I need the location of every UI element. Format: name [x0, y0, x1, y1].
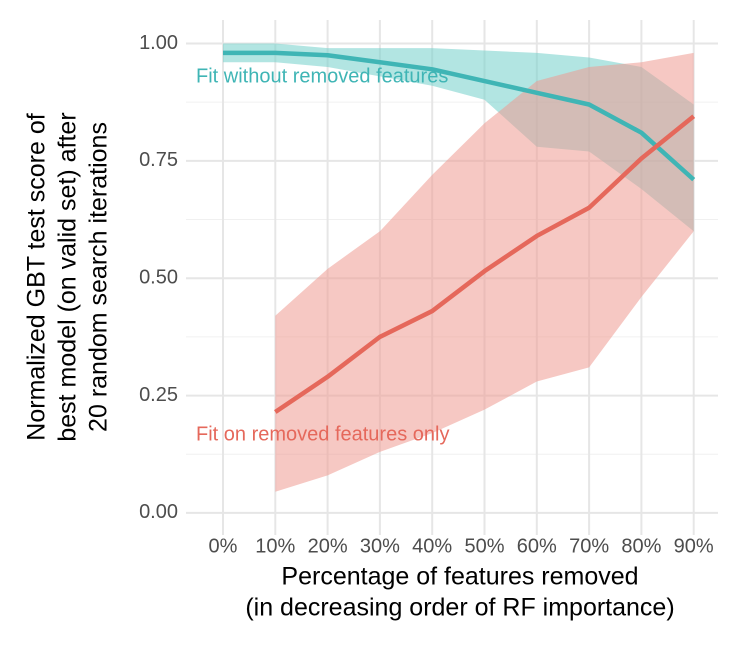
y-tick-label: 0.25 [139, 384, 178, 406]
x-tick-label: 50% [464, 535, 504, 557]
y-axis-title: Normalized GBT test score of [23, 113, 51, 440]
y-tick-label: 0.00 [139, 501, 178, 523]
x-axis-title: Percentage of features removed [281, 563, 638, 591]
x-axis-title: (in decreasing order of RF importance) [245, 594, 674, 622]
x-tick-label: 30% [360, 535, 400, 557]
x-tick-label: 70% [569, 535, 609, 557]
x-tick-label: 80% [621, 535, 661, 557]
y-axis-title: best model (on valid set) after [54, 112, 82, 441]
x-tick-label: 20% [308, 535, 348, 557]
series-label: Fit without removed features [196, 65, 448, 87]
y-axis-title: 20 random search iterations [85, 122, 113, 432]
x-tick-label: 0% [209, 535, 238, 557]
line [223, 50, 696, 182]
x-tick-label: 90% [674, 535, 714, 557]
y-tick-label: 0.50 [139, 266, 178, 288]
x-tick-label: 40% [412, 535, 452, 557]
y-tick-label: 1.00 [139, 32, 178, 54]
series-label: Fit on removed features only [196, 423, 449, 445]
y-tick-label: 0.75 [139, 149, 178, 171]
x-tick-label: 10% [255, 535, 295, 557]
line [274, 114, 696, 414]
x-tick-label: 60% [517, 535, 557, 557]
